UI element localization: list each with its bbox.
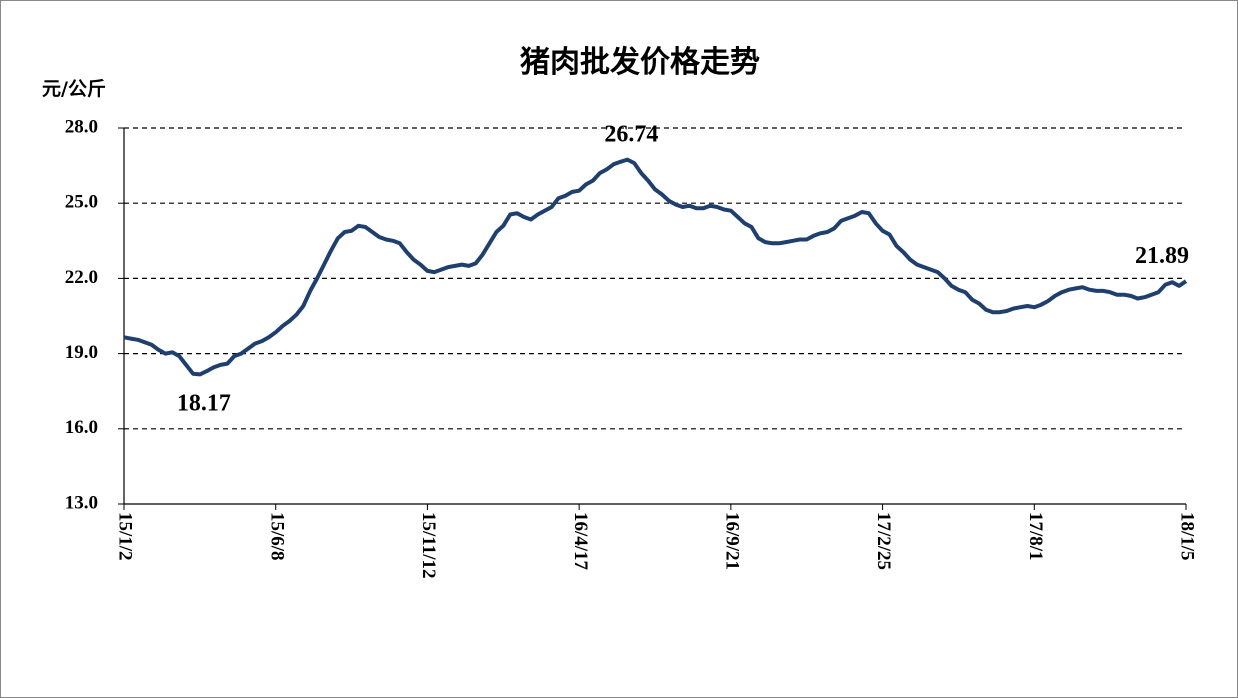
- x-tick-label: 16/9/21: [721, 512, 742, 570]
- y-tick-label: 25.0: [65, 192, 98, 213]
- y-tick-label: 28.0: [65, 116, 98, 137]
- x-tick-label: 17/8/1: [1025, 512, 1046, 561]
- y-axis-label: 元/公斤: [42, 78, 106, 100]
- y-tick-label: 16.0: [65, 417, 98, 438]
- data-label: 21.89: [1135, 243, 1189, 269]
- data-label: 18.17: [177, 390, 231, 416]
- y-tick-label: 19.0: [65, 342, 98, 363]
- x-tick-label: 15/1/2: [115, 512, 136, 561]
- line: [123, 157, 1188, 377]
- x-tick-label: 16/4/17: [570, 512, 591, 571]
- x-tick-label: 17/2/25: [873, 512, 894, 570]
- y-tick-label: 13.0: [65, 492, 98, 513]
- x-tick-label: 18/1/5: [1177, 512, 1198, 561]
- y-tick-label: 22.0: [65, 267, 98, 288]
- x-tick-label: 15/6/8: [266, 512, 287, 561]
- chart-title: 猪肉批发价格走势: [520, 45, 760, 80]
- x-tick-label: 15/11/12: [418, 512, 439, 579]
- data-label: 26.74: [604, 122, 658, 148]
